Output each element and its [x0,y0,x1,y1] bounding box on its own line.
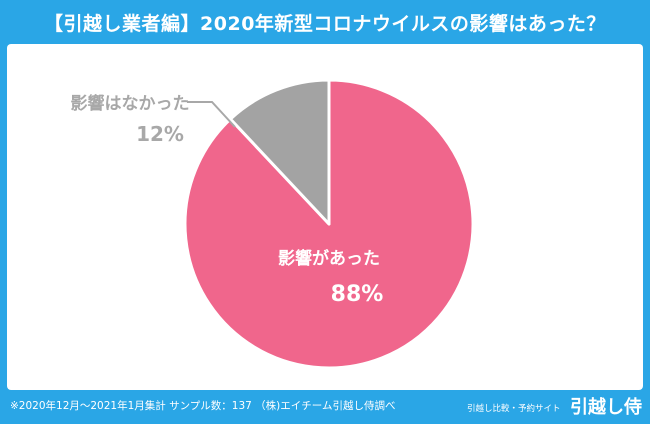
slice-value-affected: 88% [331,282,384,307]
slice-value-not-affected: 12% [136,122,184,146]
chart-panel: 影響があった 88% 影響はなかった 12% [7,44,643,390]
brand-logo: 引越し侍 [570,397,642,418]
pie-slice-affected [183,78,475,370]
leader-line [187,101,236,128]
survey-note: ※2020年12月〜2021年1月集計 サンプル数：137 （株)エイチーム引越… [10,400,396,412]
pie-slice-not-affected [228,78,331,226]
chart-title: 【引越し業者編】2020年新型コロナウイルスの影響はあった？ [44,12,606,35]
pie-slices [183,78,475,370]
brand-tagline: 引越し比較・予約サイト [467,404,561,414]
pie-chart: 影響があった 88% 影響はなかった 12% [71,78,475,370]
footer: ※2020年12月〜2021年1月集計 サンプル数：137 （株)エイチーム引越… [0,392,650,424]
slice-label-affected: 影響があった [278,248,380,269]
slice-label-not-affected: 影響はなかった [71,93,190,114]
